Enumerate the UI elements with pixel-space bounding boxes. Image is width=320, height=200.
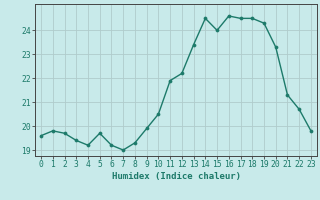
X-axis label: Humidex (Indice chaleur): Humidex (Indice chaleur) (111, 172, 241, 181)
